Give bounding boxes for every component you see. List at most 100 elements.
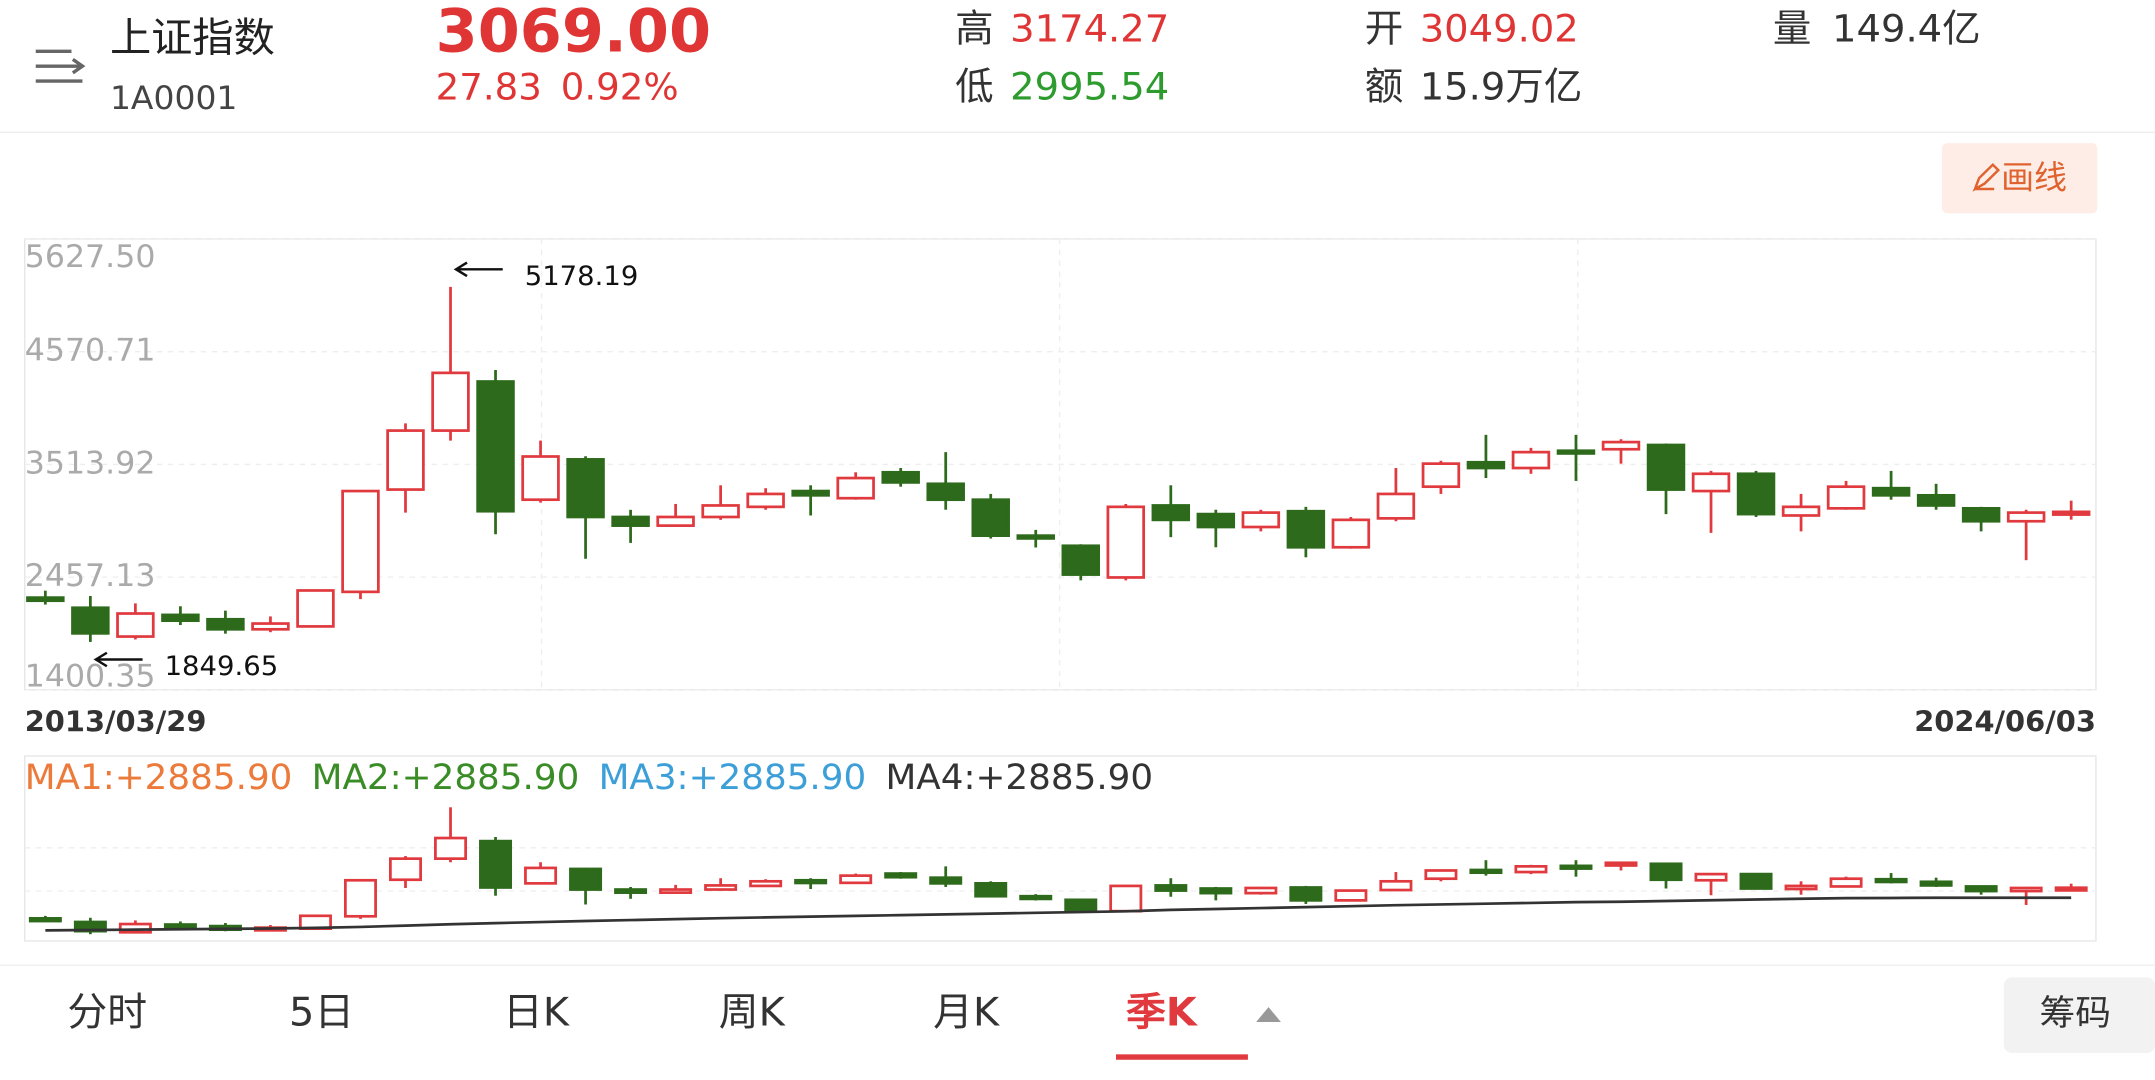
mini-candle-body: [1559, 864, 1593, 870]
candle-body: [116, 612, 155, 638]
y-tick-label: 2457.13: [25, 558, 156, 594]
candle-body: [206, 617, 245, 631]
menu-arrow: [71, 58, 86, 75]
candle-body: [1016, 534, 1055, 540]
candle-body: [836, 476, 875, 500]
candle-body: [1466, 460, 1506, 470]
mini-candle-body: [524, 866, 558, 885]
candle-body: [2006, 511, 2046, 523]
mini-candle-body: [659, 888, 693, 894]
ma-label: MA4:+2885.90: [885, 757, 1153, 798]
mini-candle-body: [1289, 886, 1323, 902]
annotation-label: 1849.65: [165, 651, 279, 682]
annotation-arrow: [453, 261, 503, 278]
ma-label: MA1:+2885.90: [25, 757, 293, 798]
mini-candle-body: [1064, 898, 1098, 912]
candle-body: [1151, 504, 1191, 522]
candle-body: [791, 489, 830, 497]
candle-body: [1961, 506, 2001, 523]
candle-body: [431, 371, 470, 432]
high-value: 3174.27: [1010, 7, 1169, 51]
candle-body: [1781, 505, 1821, 517]
candle-body: [1646, 443, 1686, 491]
mini-candle-body: [794, 878, 828, 885]
change-pct: 0.92%: [561, 66, 679, 109]
candle-body: [1286, 509, 1326, 549]
candle-body: [1916, 493, 1956, 507]
tab[interactable]: 分时: [67, 990, 147, 1036]
tab[interactable]: 月K: [933, 990, 1000, 1036]
x-end-label: 2024/06/03: [1914, 705, 2096, 739]
ma-label: MA3:+2885.90: [599, 757, 867, 798]
candle-body: [71, 606, 110, 635]
candle-body: [1196, 512, 1236, 529]
candle-body: [1601, 440, 1641, 451]
candle-body: [1421, 462, 1461, 489]
button-bg: [1941, 143, 2098, 214]
candle-body: [1061, 544, 1101, 576]
index-name: 上证指数: [110, 14, 275, 62]
mini-candle-body: [1424, 869, 1458, 881]
mini-candle-body: [2009, 886, 2043, 893]
price: 3069.00: [436, 0, 711, 66]
candle-body: [926, 482, 965, 502]
candle-body: [476, 380, 515, 513]
x-start-label: 2013/03/29: [25, 705, 207, 739]
mini-candle-body: [1739, 872, 1773, 890]
button-bg: [2003, 977, 2155, 1053]
mini-candle-body: [1964, 885, 1998, 893]
mini-candle-body: [569, 867, 603, 891]
tab[interactable]: 周K: [719, 990, 786, 1036]
ma-line: [45, 896, 2072, 932]
mini-candle-body: [614, 888, 648, 894]
volume-value: 149.4亿: [1832, 7, 1981, 51]
menu-icon[interactable]: [35, 49, 86, 83]
candle-body: [296, 589, 335, 628]
draw-button[interactable]: 画线: [1941, 143, 2098, 214]
y-tick-label: 4570.71: [25, 333, 156, 369]
mini-candle-body: [343, 878, 377, 918]
annotation-label: 5178.19: [525, 261, 639, 292]
mini-candle-body: [749, 879, 783, 888]
mini-candle-body: [479, 839, 513, 889]
candle-body: [521, 455, 560, 502]
chips-button[interactable]: 筹码: [2003, 977, 2155, 1053]
mini-candle-body: [1379, 879, 1413, 892]
candle-body: [2051, 510, 2091, 516]
candle-body: [971, 498, 1010, 537]
mini-candle-body: [1919, 880, 1953, 887]
annotation-arrow: [93, 651, 143, 668]
tab[interactable]: 日K: [503, 990, 570, 1036]
open-label: 开: [1365, 7, 1403, 51]
candle-body: [1106, 505, 1146, 579]
amount-value: 15.9万亿: [1420, 65, 1583, 109]
expand-arrow[interactable]: [1256, 1007, 1281, 1022]
index-code: 1A0001: [110, 79, 237, 117]
mini-candle-body: [1109, 884, 1143, 913]
low-label: 低: [955, 65, 993, 109]
mini-candle-body: [929, 876, 963, 885]
candle-body: [1736, 472, 1776, 516]
candle-body: [566, 458, 605, 519]
high-label: 高: [955, 7, 993, 51]
mini-candle-body: [1244, 886, 1278, 895]
candle-body: [701, 504, 740, 519]
candle-body: [1826, 485, 1866, 510]
mini-candle-body: [1694, 872, 1728, 882]
candle-body: [1331, 518, 1371, 549]
mini-candle-body: [974, 882, 1008, 898]
candle-body: [656, 515, 695, 527]
mini-candle-body: [1874, 877, 1908, 884]
volume-label: 量: [1773, 7, 1811, 51]
low-value: 2995.54: [1010, 65, 1169, 109]
candle-body: [1556, 449, 1596, 455]
candle-body: [161, 613, 200, 623]
candle-body: [611, 515, 650, 527]
mini-candle-body: [839, 874, 873, 885]
tab[interactable]: 季K: [1126, 990, 1198, 1036]
candle-body: [1511, 450, 1551, 470]
candle-body: [881, 470, 920, 484]
mini-candle-body: [28, 917, 62, 923]
mini-candle-body: [1154, 884, 1188, 892]
tab[interactable]: 5日: [289, 990, 354, 1036]
